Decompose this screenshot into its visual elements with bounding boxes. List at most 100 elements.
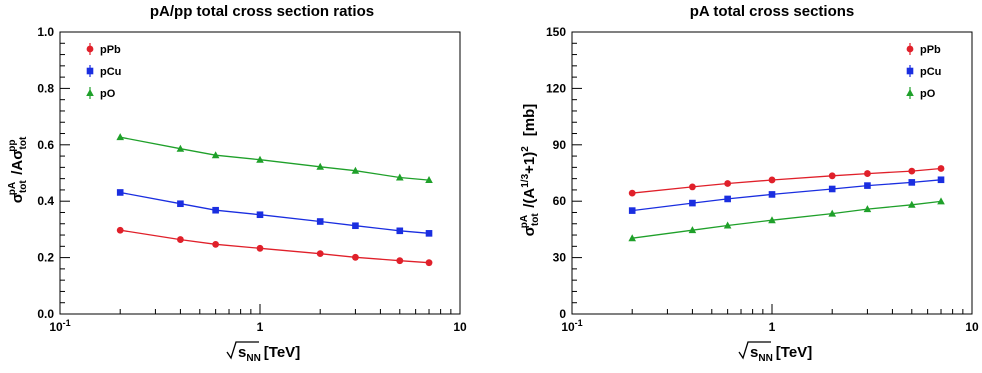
data-point-pO: [211, 151, 220, 159]
series-group: [116, 133, 433, 267]
data-point-pPb: [828, 172, 836, 180]
svg-text:sNN[TeV]: sNN [TeV]: [750, 344, 812, 364]
legend: pPb pCu pO: [86, 43, 121, 100]
data-point-pCu: [116, 189, 124, 196]
data-point-pPb: [768, 176, 776, 184]
data-point-pCu: [396, 227, 404, 235]
data-point-pPb: [396, 257, 404, 265]
data-point-pO: [937, 197, 945, 205]
data-point-pCu: [768, 191, 776, 198]
data-point-pPb: [628, 189, 636, 197]
data-point-pO: [863, 205, 872, 213]
data-point-pO: [907, 200, 916, 208]
y-tick-label: 0.6: [37, 138, 54, 152]
legend-marker-pO: [906, 89, 914, 96]
data-point-pPb: [212, 240, 220, 248]
data-point-pCu: [908, 179, 916, 186]
y-axis-label: σtotpA /Aσtotpp: [7, 136, 29, 203]
legend-label: pPb: [100, 44, 121, 56]
data-point-pO: [688, 226, 697, 234]
y-tick-label: 120: [546, 81, 566, 95]
x-tick-label: 10: [965, 320, 979, 334]
legend: pPb pCu pO: [906, 43, 941, 100]
legend-label: pO: [100, 88, 116, 100]
svg-text:σtotpA /(A1/3+1)2[mb]: σtotpA /(A1/3+1)2[mb]: [519, 104, 541, 237]
y-tick-label: 150: [546, 25, 566, 39]
y-axis-label: σtotpA /(A1/3+1)2[mb]: [519, 104, 541, 237]
legend-label: pO: [920, 88, 936, 100]
data-point-pCu: [724, 195, 731, 203]
data-point-pPb: [352, 253, 359, 261]
chart-title: pA/pp total cross section ratios: [150, 3, 374, 20]
series-line-pO: [120, 136, 430, 181]
data-point-pCu: [316, 218, 324, 225]
legend-label: pCu: [100, 66, 121, 78]
data-point-pCu: [177, 200, 184, 208]
data-point-pCu: [352, 222, 359, 230]
data-point-pO: [256, 155, 264, 163]
data-point-pO: [176, 144, 185, 152]
legend-marker-pCu: [86, 67, 94, 75]
legend-label: pPb: [920, 44, 941, 56]
data-point-pCu: [828, 185, 836, 193]
data-point-pPb: [724, 180, 732, 187]
data-point-pO: [425, 176, 433, 184]
y-tick-label: 0.2: [37, 251, 54, 265]
y-tick-label: 30: [553, 251, 567, 265]
series-line-pPb: [120, 229, 430, 264]
x-axis-label: sNN [TeV]: [738, 341, 812, 364]
data-point-pO: [828, 209, 837, 217]
chart-panel-ratios: pA/pp total cross section ratios 10-1 1 10…: [7, 3, 467, 364]
series-line-pCu: [120, 191, 430, 234]
y-tick-label: 90: [553, 138, 567, 152]
series-line-pPb: [632, 167, 942, 194]
svg-text:σtotpA /Aσtotpp: σtotpA /Aσtotpp: [7, 136, 29, 203]
legend-label: pCu: [920, 66, 941, 78]
axis-ticks: 10-1 1 10 0.0 0.2 0.4 0.6 0.8 1.0: [37, 25, 467, 334]
data-point-pCu: [937, 176, 945, 184]
y-tick-label: 60: [553, 194, 567, 208]
legend-marker-pPb: [906, 45, 914, 53]
x-tick-label: 10: [453, 320, 467, 334]
y-tick-label: 0.8: [37, 81, 54, 95]
data-point-pPb: [316, 250, 324, 258]
sqrt-symbol-icon: [738, 341, 771, 360]
series-group: [628, 165, 945, 242]
data-point-pO: [351, 166, 360, 174]
chart-panel-cross-sections: pA total cross sections 10-1 1 10 0 30 60 90 12…: [519, 3, 979, 364]
data-point-pCu: [689, 199, 696, 207]
data-point-pCu: [864, 182, 871, 189]
y-tick-label: 0: [559, 307, 566, 321]
data-point-pCu: [212, 206, 219, 214]
data-point-pPb: [425, 259, 433, 267]
data-point-pPb: [937, 165, 945, 172]
x-tick-label: 1: [769, 320, 776, 334]
data-point-pCu: [425, 230, 433, 237]
series-line-pCu: [632, 179, 942, 212]
data-point-pO: [395, 173, 404, 181]
data-point-pPb: [116, 226, 124, 234]
y-tick-label: 0.0: [37, 307, 54, 321]
sqrt-symbol-icon: [226, 341, 259, 360]
svg-text:sNN[TeV]: sNN [TeV]: [238, 344, 300, 364]
axis-ticks: 10-1 1 10 0 30 60 90 120 150: [546, 25, 979, 334]
x-axis-label: sNN [TeV]: [226, 341, 300, 364]
x-tick-label: 10-1: [49, 318, 70, 334]
data-point-pPb: [864, 170, 871, 177]
data-point-pPb: [256, 244, 264, 252]
legend-marker-pO: [86, 89, 94, 96]
y-tick-label: 1.0: [37, 25, 54, 39]
legend-marker-pPb: [86, 45, 94, 53]
data-point-pCu: [628, 207, 636, 214]
legend-marker-pCu: [906, 67, 914, 75]
data-point-pPb: [689, 183, 696, 191]
data-point-pPb: [908, 167, 916, 175]
x-tick-label: 10-1: [561, 318, 582, 334]
data-point-pO: [723, 221, 732, 229]
data-point-pO: [116, 133, 125, 141]
data-point-pO: [628, 234, 637, 242]
data-point-pCu: [256, 211, 264, 219]
data-point-pO: [768, 216, 776, 224]
x-tick-label: 1: [257, 320, 264, 334]
